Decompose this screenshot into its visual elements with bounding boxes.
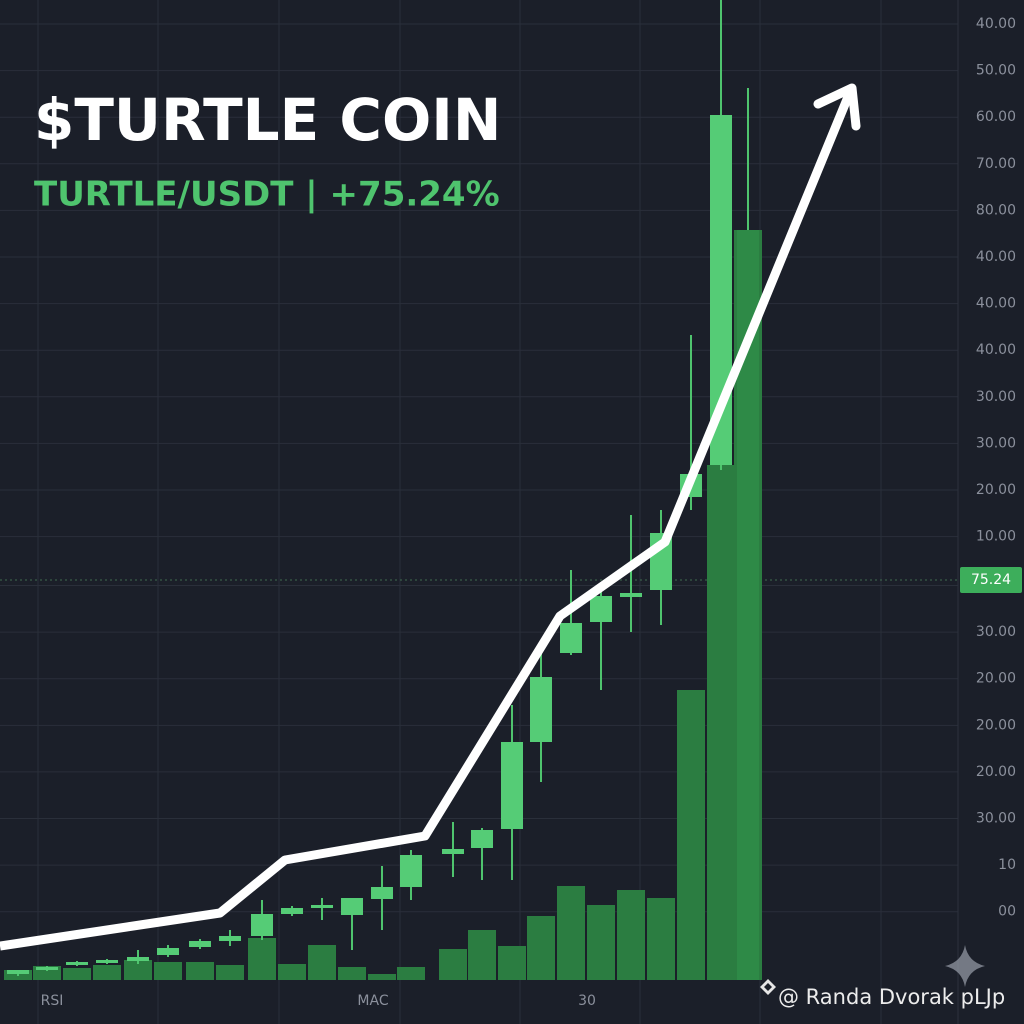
candle-body bbox=[737, 230, 759, 980]
candle-body bbox=[710, 115, 732, 465]
volume-bar bbox=[677, 690, 705, 980]
candle-body bbox=[281, 908, 303, 914]
price-label: 30.00 bbox=[976, 811, 1016, 827]
candle-body bbox=[189, 941, 211, 947]
volume-bar bbox=[308, 945, 336, 980]
candles bbox=[4, 0, 762, 980]
volume-bar bbox=[216, 965, 244, 980]
sparkle-icon bbox=[945, 945, 985, 987]
candle-body bbox=[127, 957, 149, 961]
logo-icon bbox=[760, 979, 776, 995]
price-label: 20.00 bbox=[976, 764, 1016, 780]
watermark: @ Randa Dvorak pLJp bbox=[778, 985, 1005, 1009]
price-label: 10 bbox=[998, 857, 1016, 873]
candle-body bbox=[311, 905, 333, 908]
candle-body bbox=[341, 898, 363, 915]
candle-body bbox=[530, 677, 552, 742]
price-tag: 75.24 bbox=[971, 572, 1011, 588]
volume-bar bbox=[248, 938, 276, 980]
volume-bar bbox=[707, 465, 735, 980]
candle-body bbox=[251, 914, 273, 936]
candle-body bbox=[590, 596, 612, 622]
volume-bar bbox=[186, 962, 214, 980]
candle-body bbox=[560, 623, 582, 653]
price-label: 40.00 bbox=[976, 342, 1016, 358]
volume-bar bbox=[397, 967, 425, 980]
price-label: 40.00 bbox=[976, 296, 1016, 312]
volume-bar bbox=[154, 962, 182, 980]
price-label: 60.00 bbox=[976, 109, 1016, 125]
time-label: MAC bbox=[357, 993, 388, 1009]
volume-bar bbox=[587, 905, 615, 980]
trend-arrow bbox=[0, 90, 855, 951]
candle-body bbox=[442, 849, 464, 854]
volume-bar bbox=[557, 886, 585, 980]
candle-body bbox=[371, 887, 393, 899]
time-label: 30 bbox=[578, 993, 596, 1009]
price-label: 30.00 bbox=[976, 624, 1016, 640]
price-label: 80.00 bbox=[976, 202, 1016, 218]
volume-bar bbox=[63, 968, 91, 980]
volume-bar bbox=[368, 974, 396, 980]
volume-bar bbox=[439, 949, 467, 980]
candle-body bbox=[96, 960, 118, 963]
subtitle: TURTLE/USDT | +75.24% bbox=[34, 175, 500, 215]
title: $TURTLE COIN bbox=[34, 86, 501, 154]
volume-bar bbox=[468, 930, 496, 980]
candle-body bbox=[7, 970, 29, 974]
volume-bar bbox=[647, 898, 675, 980]
volume-bar bbox=[498, 946, 526, 980]
candle-body bbox=[36, 967, 58, 970]
candle-body bbox=[219, 936, 241, 941]
volume-bar bbox=[278, 964, 306, 980]
volume-bar bbox=[527, 916, 555, 980]
volume-bar bbox=[338, 967, 366, 980]
volume-bar bbox=[93, 965, 121, 980]
price-label: 20.00 bbox=[976, 717, 1016, 733]
price-label: 30.00 bbox=[976, 389, 1016, 405]
price-label: 30.00 bbox=[976, 435, 1016, 451]
candle-body bbox=[157, 948, 179, 955]
price-tag-box bbox=[960, 567, 1022, 593]
volume-bar bbox=[617, 890, 645, 980]
grid bbox=[0, 0, 958, 1024]
candle-body bbox=[471, 830, 493, 848]
candle-body bbox=[501, 742, 523, 829]
price-label: 70.00 bbox=[976, 156, 1016, 172]
price-label: 10.00 bbox=[976, 529, 1016, 545]
candle-body bbox=[66, 962, 88, 965]
price-label: 20.00 bbox=[976, 671, 1016, 687]
price-label: 20.00 bbox=[976, 482, 1016, 498]
price-label: 00 bbox=[998, 904, 1016, 920]
price-label: 40.00 bbox=[976, 16, 1016, 32]
time-label: RSI bbox=[41, 993, 64, 1009]
candle-body bbox=[620, 593, 642, 597]
arrow-head bbox=[813, 83, 861, 131]
price-label: 50.00 bbox=[976, 63, 1016, 79]
volume-bar bbox=[124, 960, 152, 980]
candle-body bbox=[400, 855, 422, 887]
price-label: 40.00 bbox=[976, 249, 1016, 265]
